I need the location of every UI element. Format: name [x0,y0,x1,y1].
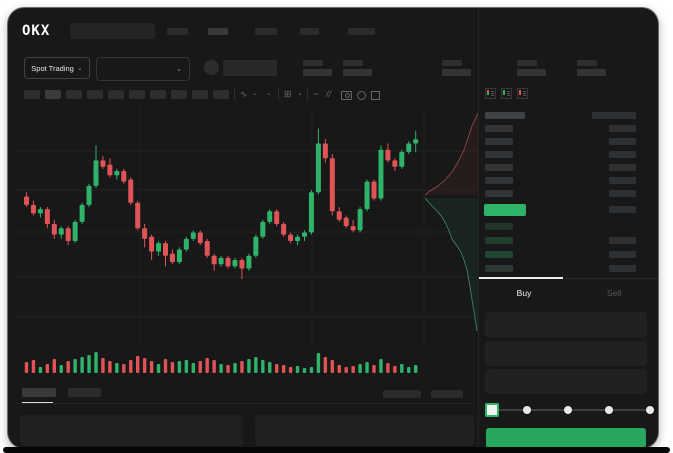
nav-item-2-active[interactable] [208,28,228,35]
stat-change [343,60,373,78]
orderbook-size-bar[interactable] [609,177,636,184]
drawing-tools-icon[interactable]: // [326,89,332,99]
indicators-icon[interactable]: ~ [313,89,319,99]
orderbook-size-bar[interactable] [609,251,636,258]
orderbook-price-bar[interactable] [485,151,513,158]
okx-logo: OKX [22,23,51,39]
timeframe-1[interactable] [24,90,40,99]
token-icon [204,60,219,75]
orderbook-view-combined-icon[interactable] [485,88,496,99]
chart-settings-icon[interactable] [357,91,366,100]
nav-item-1[interactable] [167,28,188,35]
timeframe-6[interactable] [129,90,145,99]
slider-step-dot[interactable] [523,406,531,414]
orderbook-view-asks-icon[interactable] [517,88,528,99]
orderbook-trade-panel: Buy Sell [478,8,658,448]
orderbook-view-bids-icon[interactable] [501,88,512,99]
stat-low [517,60,547,78]
bottom-tab-orders-active[interactable] [22,388,56,397]
nav-item-3[interactable] [255,28,277,35]
nav-item-4[interactable] [300,28,319,35]
bottom-tab-history[interactable] [68,388,101,397]
orderbook-size-bar[interactable] [609,164,636,171]
pair-dropdown[interactable]: ⌄ [96,57,190,81]
fullscreen-icon[interactable] [371,91,380,100]
market-type-selector[interactable]: Spot Trading ⌄ [24,57,90,79]
orderbook-size-bar[interactable] [592,112,636,119]
timeframe-3[interactable] [66,90,82,99]
orderbook-price-bar[interactable] [485,112,525,119]
orderbook-price-bar[interactable] [485,164,513,171]
orderbook-price-bar[interactable] [485,138,513,145]
order-history-panel [255,415,474,446]
timeframe-2-active[interactable] [45,90,61,99]
amount-slider-handle[interactable] [485,403,499,417]
orderbook-price-bar[interactable] [485,237,513,244]
orderbook-price-bar[interactable] [485,125,513,132]
orderbook-size-bar[interactable] [609,190,636,197]
volume-chart [24,352,418,373]
pair-name-placeholder [223,60,277,76]
toolbar-divider [278,89,279,100]
chart-type-icon[interactable]: ∿ [240,89,248,99]
timeframe-7[interactable] [150,90,166,99]
app-window: OKX Spot Trading ⌄ ⌄ ∿ [8,8,658,448]
timeframe-10[interactable] [213,90,229,99]
tab-sell[interactable]: Sell [606,288,622,298]
stat-high [442,60,472,78]
buy-tab-underline [479,277,563,279]
slider-step-dot[interactable] [564,406,572,414]
stat-last-price [303,60,333,78]
bottom-divider [16,403,474,404]
chevron-down-icon[interactable]: ⌄ [252,90,258,97]
orderbook-price-bar[interactable] [485,177,513,184]
market-type-label: Spot Trading [31,63,74,73]
total-input[interactable] [485,369,647,394]
slider-step-dot[interactable] [605,406,613,414]
stat-volume [577,60,607,78]
last-price-badge[interactable] [484,204,526,216]
buy-button[interactable] [486,428,646,448]
timeframe-8[interactable] [171,90,187,99]
orderbook-size-bar[interactable] [609,138,636,145]
timeframe-9[interactable] [192,90,208,99]
search-bar-placeholder[interactable] [70,23,155,39]
panel-divider [479,278,658,279]
chevron-down-icon: ⌄ [176,66,182,73]
timeframe-5[interactable] [108,90,124,99]
bottom-link-2[interactable] [431,390,463,398]
chevron-down-icon: ⌄ [76,65,83,72]
chevron-down-icon[interactable]: ⌄ [266,90,272,97]
chevron-down-icon[interactable]: ⌄ [297,90,303,97]
nav-item-5[interactable] [348,28,375,35]
slider-step-dot[interactable] [646,406,654,414]
orderbook-price-bar[interactable] [485,223,513,230]
orderbook-size-bar[interactable] [609,237,636,244]
orderbook-price-bar[interactable] [485,190,513,197]
toolbar-divider [307,89,308,100]
device-base [3,447,670,453]
orderbook-price-bar[interactable] [485,251,513,258]
candlestick-chart[interactable] [16,106,478,346]
screenshot-icon[interactable] [341,91,352,100]
orderbook-price-bar[interactable] [485,265,513,272]
timeframe-4[interactable] [87,90,103,99]
bottom-link-1[interactable] [383,390,421,398]
orderbook-size-bar[interactable] [609,265,636,272]
orderbook-size-bar[interactable] [609,151,636,158]
amount-input[interactable] [485,341,647,366]
open-orders-panel [20,415,243,446]
toolbar-divider [234,89,235,100]
tab-buy[interactable]: Buy [516,288,532,298]
orderbook-size-bar[interactable] [609,125,636,132]
orderbook-size-bar[interactable] [609,206,636,213]
compare-icon[interactable]: ⊞ [284,89,292,99]
price-input[interactable] [485,312,647,337]
